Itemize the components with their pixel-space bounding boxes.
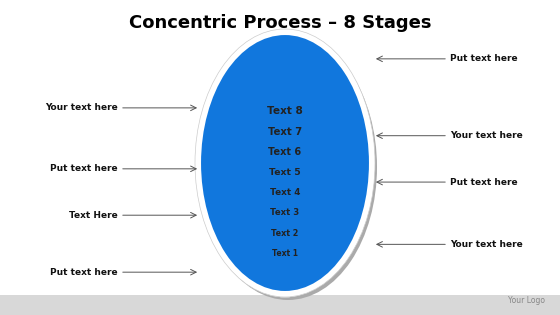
Text: Text 7: Text 7 [268, 127, 302, 137]
Text: Text Here: Text Here [69, 211, 118, 220]
Text: Concentric Process – 8 Stages: Concentric Process – 8 Stages [129, 14, 431, 32]
Text: Put text here: Put text here [450, 178, 517, 186]
Ellipse shape [224, 121, 346, 292]
Text: Text 2: Text 2 [271, 229, 298, 238]
Text: Text 4: Text 4 [270, 188, 300, 197]
Bar [0, 295, 560, 315]
Ellipse shape [232, 150, 338, 292]
Text: Your Logo: Your Logo [508, 296, 545, 305]
Ellipse shape [256, 237, 314, 292]
Ellipse shape [251, 232, 319, 297]
Text: Text 1: Text 1 [272, 249, 298, 258]
Text: Text 6: Text 6 [268, 147, 302, 157]
Ellipse shape [240, 179, 330, 292]
Ellipse shape [199, 34, 377, 300]
Text: Put text here: Put text here [450, 54, 517, 63]
Ellipse shape [235, 174, 335, 297]
Text: Put text here: Put text here [50, 268, 118, 277]
Ellipse shape [216, 92, 354, 292]
Text: Put text here: Put text here [50, 164, 118, 173]
Ellipse shape [195, 29, 375, 297]
Text: Text 5: Text 5 [269, 168, 301, 177]
Text: Text 8: Text 8 [267, 106, 303, 117]
Ellipse shape [211, 87, 359, 297]
Ellipse shape [208, 63, 362, 292]
Ellipse shape [243, 203, 327, 297]
Ellipse shape [248, 208, 322, 292]
Text: Your text here: Your text here [45, 103, 118, 112]
Ellipse shape [227, 145, 343, 297]
Text: Your text here: Your text here [450, 240, 522, 249]
Ellipse shape [219, 116, 351, 297]
Text: Your text here: Your text here [450, 131, 522, 140]
Ellipse shape [200, 34, 370, 292]
Text: Text 3: Text 3 [270, 209, 300, 217]
Ellipse shape [203, 58, 367, 297]
